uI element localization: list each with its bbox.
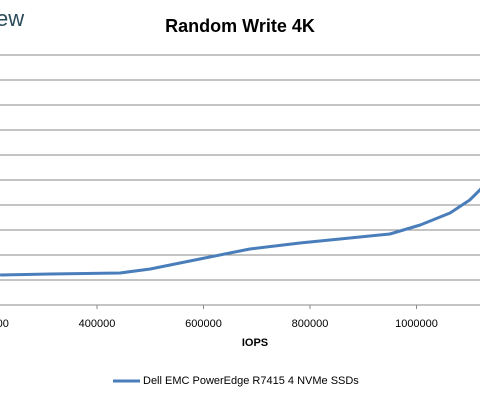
x-tick-label: 200000 (0, 318, 9, 330)
x-tick-label: 600000 (185, 318, 222, 330)
x-tick-label: 1000000 (395, 318, 438, 330)
logo: ew (0, 6, 24, 31)
x-tick-label: 400000 (79, 318, 116, 330)
x-tick-label: 800000 (292, 318, 329, 330)
legend-label: Dell EMC PowerEdge R7415 4 NVMe SSDs (143, 375, 359, 387)
series-line (0, 187, 480, 277)
chart-title: Random Write 4K (165, 16, 315, 36)
x-axis-title: IOPS (242, 337, 268, 349)
